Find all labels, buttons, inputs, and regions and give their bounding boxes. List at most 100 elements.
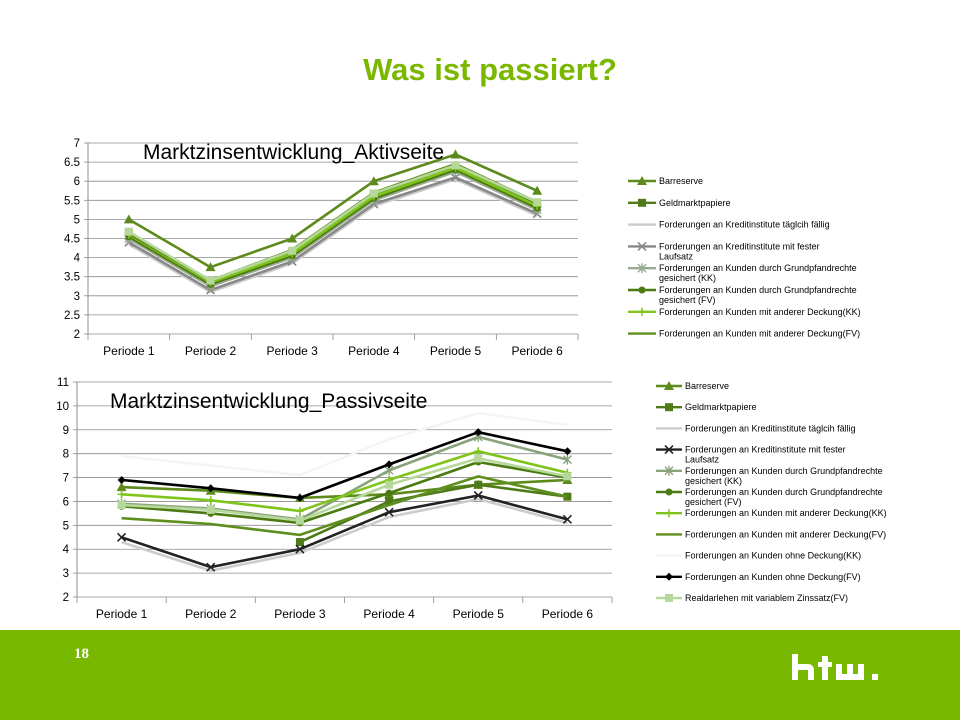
y-tick-label: 4 [63,544,70,556]
legend-item: Forderungen an Kreditinstitute mit feste… [656,445,846,465]
data-point [117,501,126,510]
data-point [288,246,297,255]
legend-label: Realdarlehen mit variablem Zinssatz(FV) [685,593,848,603]
data-point [474,428,483,437]
legend-item: Barreserve [628,176,703,186]
data-point [474,480,483,489]
y-tick-label: 2 [74,329,80,341]
legend-label: Forderungen an Kunden durch Grundpfandre… [685,487,883,497]
y-tick-label: 4 [74,253,81,265]
data-point [368,176,379,186]
legend-label-cont: gesichert (KK) [685,476,742,486]
series-8 [121,411,568,477]
series-0 [123,149,543,272]
x-tick-label: Periode 1 [103,344,155,355]
series-line [128,176,538,292]
data-point [206,496,215,505]
chart-title: Marktzinsentwicklung_Aktivseite [143,141,444,164]
data-point [295,493,304,502]
data-point [474,454,483,463]
data-point [450,149,461,159]
series-10 [117,454,572,525]
series-line [121,475,568,537]
data-point [124,227,133,236]
data-point [563,492,572,501]
y-tick-label: 2 [63,592,69,604]
legend-item: Forderungen an Kunden mit anderer Deckun… [656,529,886,539]
series-line [121,411,568,477]
legend-label: Forderungen an Kunden ohne Deckung(KK) [685,551,861,561]
data-point [532,185,543,195]
legend-label-cont: gesichert (FV) [659,295,716,305]
y-tick-label: 11 [57,377,69,389]
legend-marker [665,403,673,412]
legend-label: Forderungen an Kunden durch Grundpfandre… [659,285,857,295]
y-tick-label: 6 [74,176,80,188]
legend-item: Forderungen an Kreditinstitute täglcih f… [656,423,856,433]
y-tick-label: 5 [74,214,80,226]
series-line [121,494,568,569]
x-tick-label: Periode 2 [185,607,237,621]
legend-marker [665,488,673,496]
y-tick-label: 2.5 [64,310,80,322]
data-point [295,507,304,515]
legend-marker [638,286,646,294]
legend-label: Barreserve [685,381,729,391]
footer-bar: 18 [0,630,960,720]
page-number: 18 [74,646,89,662]
slide-title: Was ist passiert? [363,52,617,87]
x-tick-label: Periode 6 [542,607,594,621]
y-tick-label: 3.5 [64,272,80,284]
data-point [117,490,126,499]
series-line [128,168,538,286]
series-line [121,430,568,500]
legend-item: Forderungen an Kunden durch Grundpfandre… [628,285,857,305]
x-tick-label: Periode 2 [185,344,237,355]
legend-marker [664,381,674,390]
x-tick-label: Periode 1 [96,607,148,621]
legend-item: Forderungen an Kunden durch Grundpfandre… [656,466,883,486]
legend-marker [665,594,673,602]
series-3 [124,172,542,295]
series-line [121,460,568,525]
legend-marker [664,465,674,476]
legend-label: Forderungen an Kunden ohne Deckung(FV) [685,572,861,582]
legend-item: Barreserve [656,381,729,391]
legend-label-cont: Laufsatz [685,455,720,465]
data-point [562,454,572,465]
legend-label: Forderungen an Kreditinstitute täglcih f… [659,220,830,230]
series-7 [121,475,568,537]
legend-label: Forderungen an Kunden mit anderer Deckun… [685,508,887,518]
legend-marker [664,445,674,455]
series-2 [128,178,538,294]
legend-label: Forderungen an Kunden mit anderer Deckun… [659,329,860,339]
legend-label: Forderungen an Kreditinstitute mit feste… [659,241,820,251]
legend-marker [638,198,646,207]
legend-item: Geldmarktpapiere [656,402,757,412]
legend-label: Forderungen an Kunden mit anderer Deckun… [685,529,886,539]
data-point [206,484,215,493]
data-point [295,544,305,554]
data-point [385,497,394,506]
data-point [385,480,394,489]
series-line [121,457,568,522]
data-point [385,460,394,469]
y-tick-label: 5.5 [64,195,80,207]
x-tick-label: Periode 3 [266,344,318,355]
legend-item: Forderungen an Kunden mit anderer Deckun… [628,329,860,339]
legend-item: Forderungen an Kreditinstitute mit feste… [628,241,820,261]
legend-label: Forderungen an Kreditinstitute täglcih f… [685,423,856,433]
legend-label: Forderungen an Kunden durch Grundpfandre… [659,263,857,273]
series-3 [117,490,572,572]
y-tick-label: 7 [74,138,80,150]
series-line [128,170,538,288]
y-tick-label: 9 [63,425,69,437]
x-tick-label: Periode 5 [430,344,482,355]
data-point [287,233,298,243]
series-2 [121,497,568,572]
data-point [116,482,127,492]
legend-item: Forderungen an Kreditinstitute täglcih f… [628,220,830,230]
y-tick-label: 3 [63,568,69,580]
series-line [121,497,568,572]
legend-label-cont: gesichert (FV) [685,497,742,507]
